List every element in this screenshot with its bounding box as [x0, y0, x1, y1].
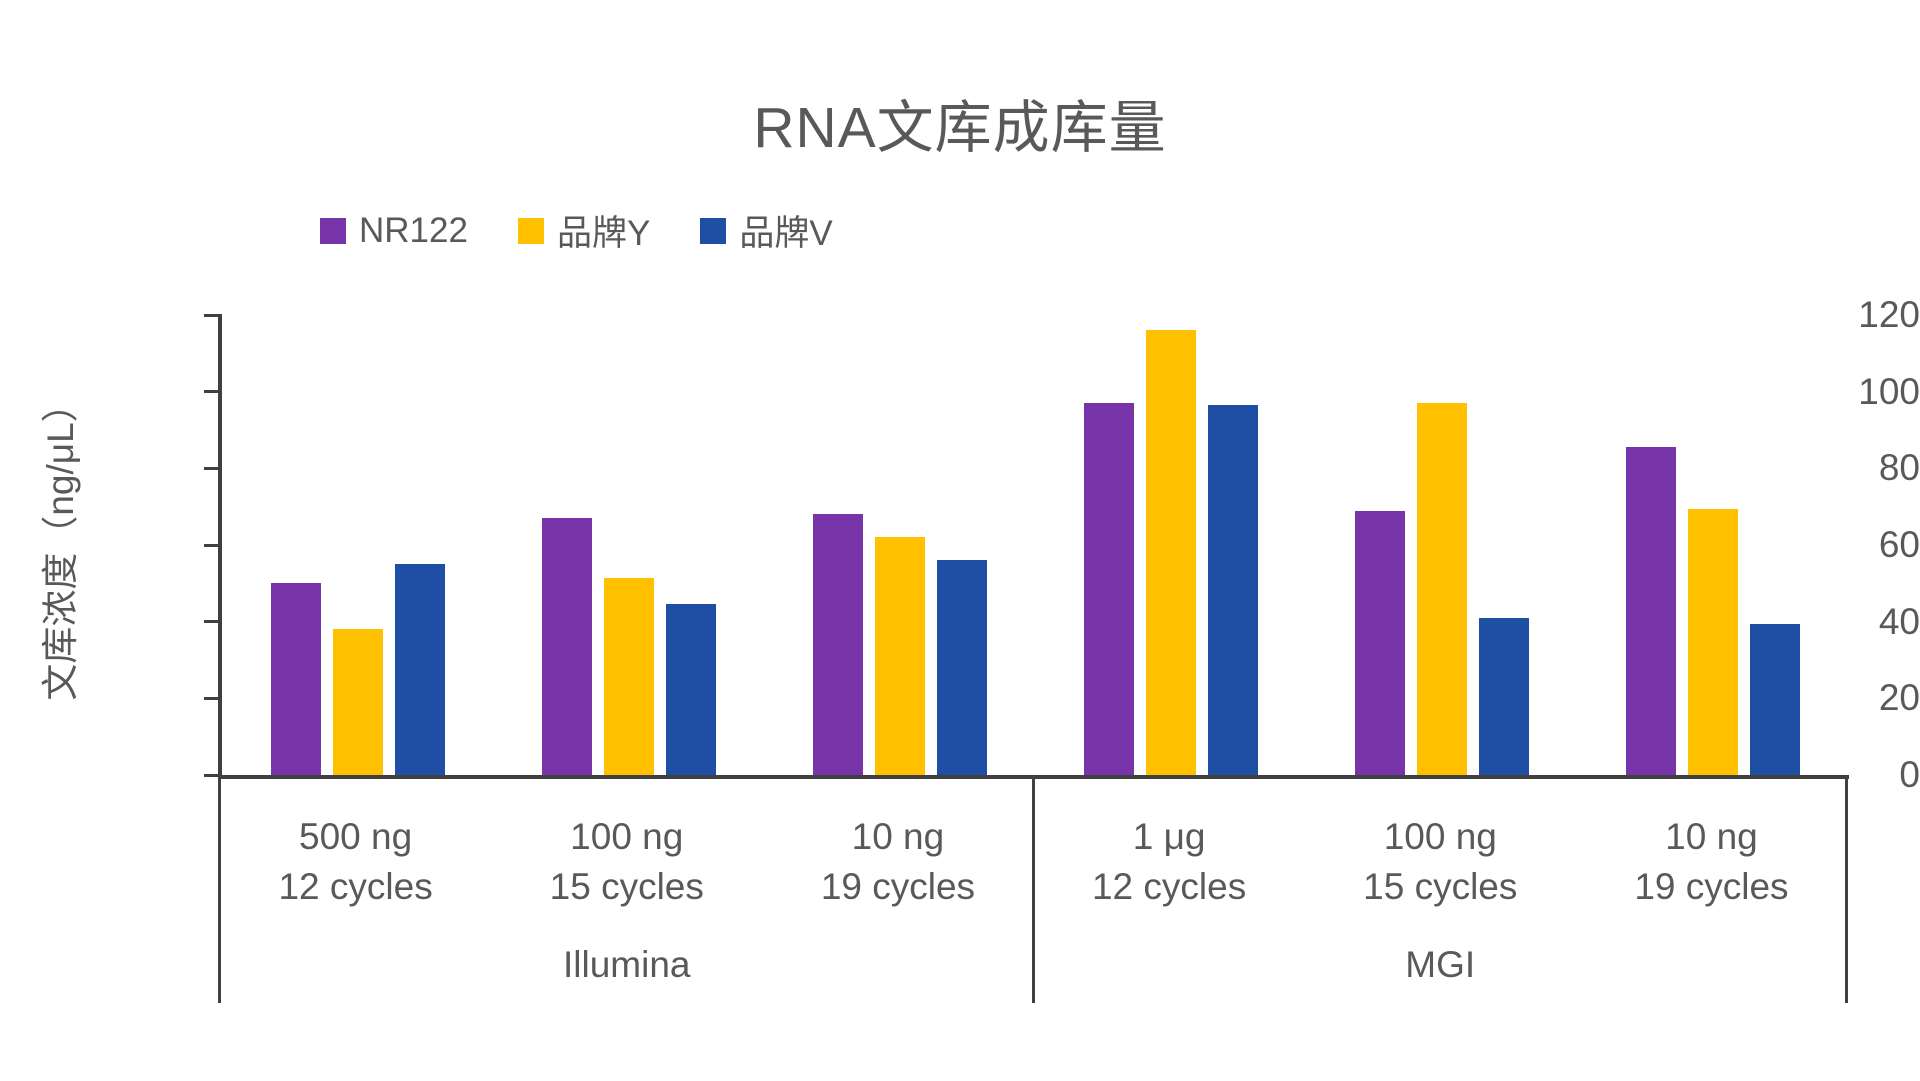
x-axis-platform-labels: Illumina MGI [220, 944, 1847, 986]
y-tick-label-80: 80 [1878, 447, 1920, 489]
legend-label: 品牌Y [556, 214, 651, 253]
y-tick-label-20: 20 [1878, 677, 1920, 719]
bar-品牌Y-3 [1146, 330, 1197, 775]
legend-item-1: 品牌Y [517, 205, 651, 256]
legend-swatch-icon [700, 217, 727, 244]
y-tick-mark [204, 313, 222, 317]
category-label-0: 500 ng 12 cycles [278, 816, 433, 907]
y-tick-label-0: 0 [1899, 754, 1920, 795]
category-label-2: 10 ng 19 cycles [820, 816, 976, 907]
bar-group-3 [1036, 315, 1307, 775]
bar-NR122-3 [1084, 403, 1135, 775]
y-tick-label-40: 40 [1878, 600, 1920, 642]
bar-品牌V-5 [1750, 623, 1801, 775]
x-axis-category-labels: 500 ng 12 cycles 100 ng 15 cycles 10 ng 19 cy… [220, 812, 1847, 912]
category-label-3: 1 μg 12 cycles [1091, 816, 1247, 907]
category-label-4: 100 ng 15 cycles [1363, 816, 1518, 907]
legend-swatch-icon [517, 217, 544, 244]
platform-label-MGI: MGI [1405, 944, 1476, 985]
category-divider [1031, 779, 1035, 1003]
bar-group-2 [764, 315, 1035, 775]
y-tick-label-100: 100 [1858, 370, 1920, 412]
y-tick-mark [204, 773, 222, 777]
platform-label-Illumina: Illumina [563, 944, 691, 985]
y-tick-mark [204, 466, 222, 470]
bar-NR122-5 [1626, 447, 1677, 775]
y-tick-mark [204, 620, 222, 624]
category-label-5: 10 ng 19 cycles [1634, 816, 1789, 907]
y-tick-label-60: 60 [1878, 524, 1920, 565]
bar-品牌Y-0 [332, 629, 383, 775]
category-label-1: 100 ng 15 cycles [549, 816, 704, 907]
legend-item-0: NR122 [320, 211, 468, 251]
bar-品牌V-1 [665, 604, 716, 775]
category-divider [1845, 779, 1848, 1003]
bar-NR122-4 [1355, 510, 1406, 775]
bar-NR122-1 [541, 518, 592, 775]
plot-area [204, 313, 1849, 779]
bar-NR122-2 [812, 514, 863, 775]
legend-swatch-icon [320, 217, 346, 244]
chart-title: RNA文库成库量 [753, 96, 1167, 160]
bar-NR122-0 [270, 583, 321, 775]
legend-item-2: 品牌V [700, 205, 833, 256]
category-divider [218, 779, 221, 1003]
y-tick-label-120: 120 [1858, 294, 1920, 335]
bar-品牌V-3 [1208, 405, 1259, 775]
bar-品牌V-2 [936, 560, 987, 775]
bar-品牌Y-4 [1417, 403, 1468, 775]
legend-label: 品牌V [739, 214, 833, 253]
bar-group-5 [1578, 315, 1849, 775]
bar-group-1 [493, 315, 764, 775]
bar-品牌V-0 [394, 564, 445, 775]
bar-品牌Y-1 [603, 577, 654, 775]
y-tick-mark [204, 696, 222, 700]
bar-品牌V-4 [1479, 617, 1530, 775]
bar-group-0 [222, 315, 493, 775]
bar-group-4 [1307, 315, 1578, 775]
y-tick-mark [204, 390, 222, 394]
bar-品牌Y-5 [1688, 508, 1739, 775]
legend-label: NR122 [359, 210, 468, 250]
legend: NR122 品牌Y 品牌V [320, 205, 833, 256]
bar-品牌Y-2 [874, 537, 925, 775]
y-tick-mark [204, 543, 222, 547]
y-axis-title: 文库浓度（ng/μL） [40, 385, 81, 701]
